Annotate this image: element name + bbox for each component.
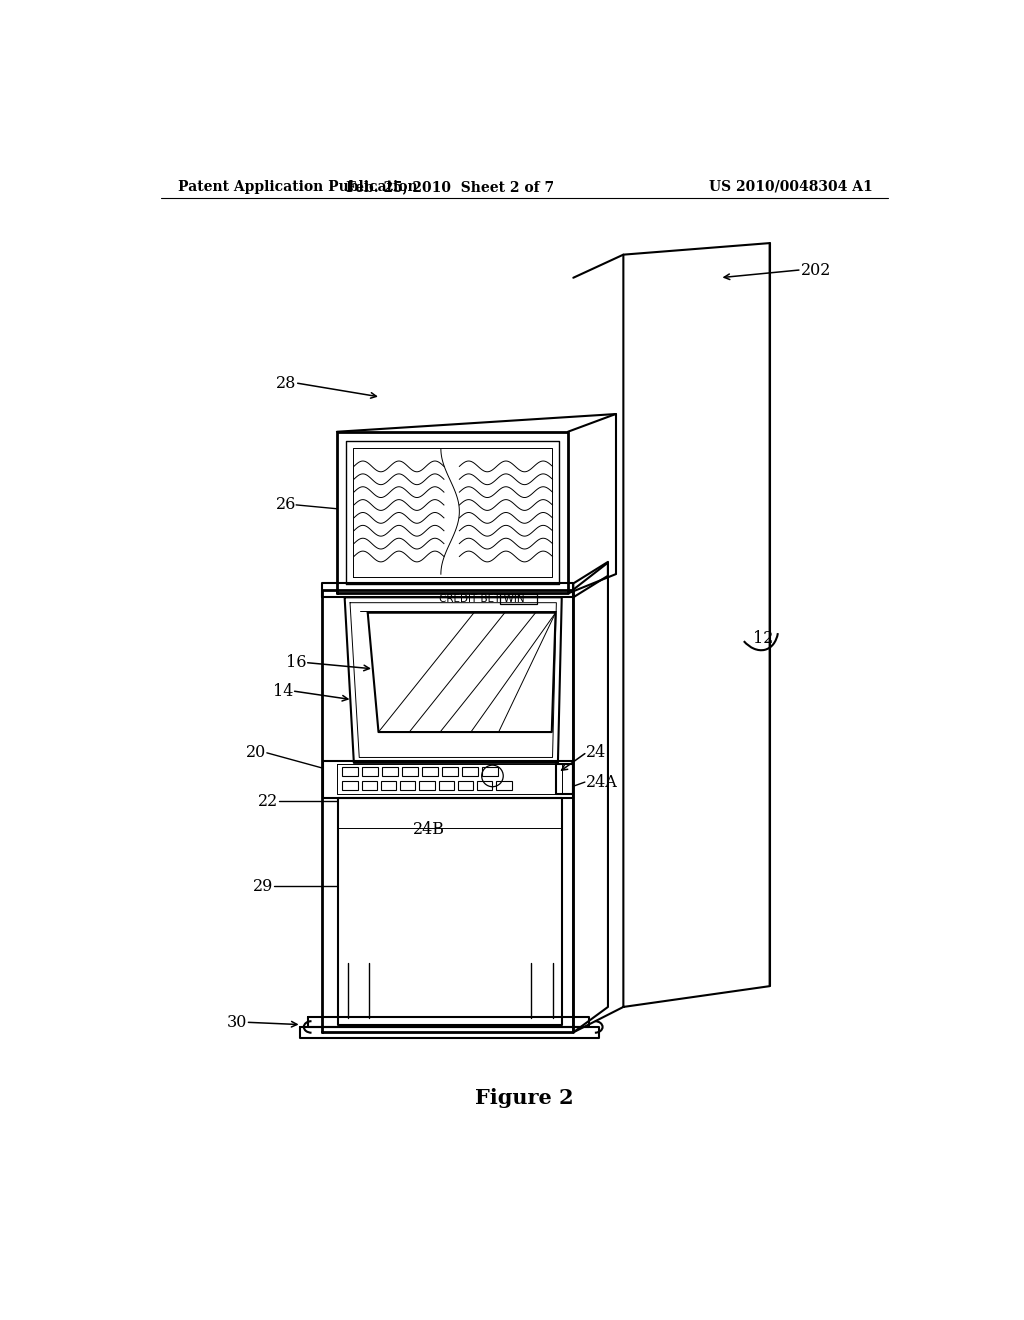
Text: 202: 202 <box>801 261 830 279</box>
Text: 24A: 24A <box>587 774 618 791</box>
Bar <box>342 780 357 789</box>
Text: 28: 28 <box>275 375 296 392</box>
Bar <box>342 767 357 776</box>
Bar <box>458 780 473 789</box>
Bar <box>382 767 397 776</box>
Text: 12: 12 <box>753 630 773 647</box>
Bar <box>438 780 454 789</box>
Text: 16: 16 <box>286 655 306 672</box>
Text: 30: 30 <box>227 1014 248 1031</box>
Text: Patent Application Publication: Patent Application Publication <box>178 180 418 194</box>
Bar <box>402 767 418 776</box>
Bar <box>381 780 396 789</box>
Text: Feb. 25, 2010  Sheet 2 of 7: Feb. 25, 2010 Sheet 2 of 7 <box>346 180 554 194</box>
Bar <box>497 780 512 789</box>
Bar <box>442 767 458 776</box>
Text: 20: 20 <box>246 744 266 762</box>
Bar <box>361 780 377 789</box>
Text: 24: 24 <box>587 744 606 762</box>
Bar <box>463 767 478 776</box>
Text: 26: 26 <box>275 496 296 513</box>
Text: 29: 29 <box>253 878 273 895</box>
Text: CREDIT BET WIN: CREDIT BET WIN <box>438 594 524 603</box>
Text: 14: 14 <box>273 682 294 700</box>
Bar <box>422 767 438 776</box>
Text: Figure 2: Figure 2 <box>475 1088 574 1107</box>
Text: US 2010/0048304 A1: US 2010/0048304 A1 <box>710 180 873 194</box>
Text: 24B: 24B <box>414 821 445 838</box>
Bar <box>477 780 493 789</box>
Bar <box>500 594 538 605</box>
Bar <box>419 780 435 789</box>
Text: 22: 22 <box>258 793 279 810</box>
Bar <box>482 767 498 776</box>
Bar <box>400 780 416 789</box>
Bar <box>362 767 378 776</box>
